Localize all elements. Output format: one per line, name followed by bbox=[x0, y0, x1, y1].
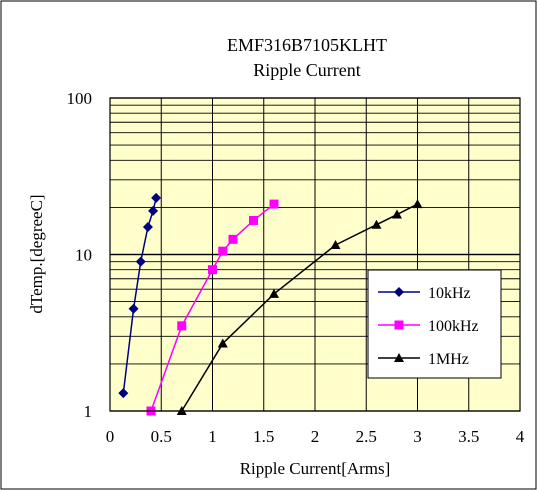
legend-label: 100kHz bbox=[428, 318, 479, 335]
data-point-100khz bbox=[218, 246, 228, 256]
legend: 10kHz 100kHz 1MHz bbox=[367, 269, 502, 379]
series-10khz bbox=[118, 192, 162, 399]
tick-labels: 0 0.5 1 1.5 2 2.5 3 3.5 4 1 10 100 bbox=[67, 89, 525, 446]
data-point-1mhz bbox=[269, 288, 279, 298]
chart-title: EMF316B7105KLHT bbox=[227, 35, 387, 55]
data-point-1mhz bbox=[330, 240, 341, 250]
series-1mhz bbox=[176, 199, 423, 415]
legend-marker bbox=[394, 353, 404, 362]
legend-item-10khz: 10kHz bbox=[378, 285, 471, 302]
x-tick-label: 0.5 bbox=[151, 427, 172, 446]
y-tick-label: 1 bbox=[84, 402, 93, 421]
x-tick-label: 1.5 bbox=[253, 427, 274, 446]
y-tick-label: 100 bbox=[67, 89, 93, 108]
x-tick-label: 4 bbox=[516, 427, 525, 446]
data-point-1mhz bbox=[217, 338, 228, 348]
data-point-10khz bbox=[128, 303, 139, 314]
x-axis-label: Ripple Current[Arms] bbox=[240, 459, 391, 478]
data-point-1mhz bbox=[412, 199, 423, 209]
grid bbox=[109, 97, 521, 412]
legend-label: 1MHz bbox=[428, 351, 469, 368]
data-point-10khz bbox=[142, 221, 153, 232]
data-point-10khz bbox=[135, 256, 146, 267]
data-point-1mhz bbox=[392, 209, 402, 219]
data-point-100khz bbox=[269, 199, 279, 209]
y-tick-label: 10 bbox=[75, 246, 92, 265]
data-point-10khz bbox=[118, 388, 129, 399]
legend-item-1mhz: 1MHz bbox=[378, 351, 469, 368]
plot-border bbox=[109, 97, 521, 412]
legend-item-100khz: 100kHz bbox=[378, 318, 479, 335]
data-point-10khz bbox=[151, 192, 162, 203]
data-point-100khz bbox=[208, 265, 217, 275]
legend-marker bbox=[394, 320, 404, 330]
data-point-100khz bbox=[228, 234, 238, 244]
x-tick-label: 0 bbox=[106, 427, 115, 446]
data-point-1mhz bbox=[371, 219, 382, 229]
x-tick-label: 3 bbox=[413, 427, 422, 446]
x-tick-label: 2.5 bbox=[356, 427, 377, 446]
chart-subtitle: Ripple Current bbox=[253, 60, 360, 80]
data-point-100khz bbox=[177, 321, 187, 331]
y-axis-label: dTemp.[degreeC] bbox=[27, 194, 46, 313]
series-group bbox=[118, 192, 423, 416]
x-tick-label: 1 bbox=[208, 427, 217, 446]
data-point-10khz bbox=[148, 205, 159, 216]
legend-marker bbox=[394, 287, 404, 297]
legend-label: 10kHz bbox=[428, 285, 471, 302]
legend-box bbox=[367, 269, 502, 379]
data-point-100khz bbox=[249, 215, 258, 225]
x-tick-label: 2 bbox=[311, 427, 320, 446]
x-tick-label: 3.5 bbox=[458, 427, 479, 446]
